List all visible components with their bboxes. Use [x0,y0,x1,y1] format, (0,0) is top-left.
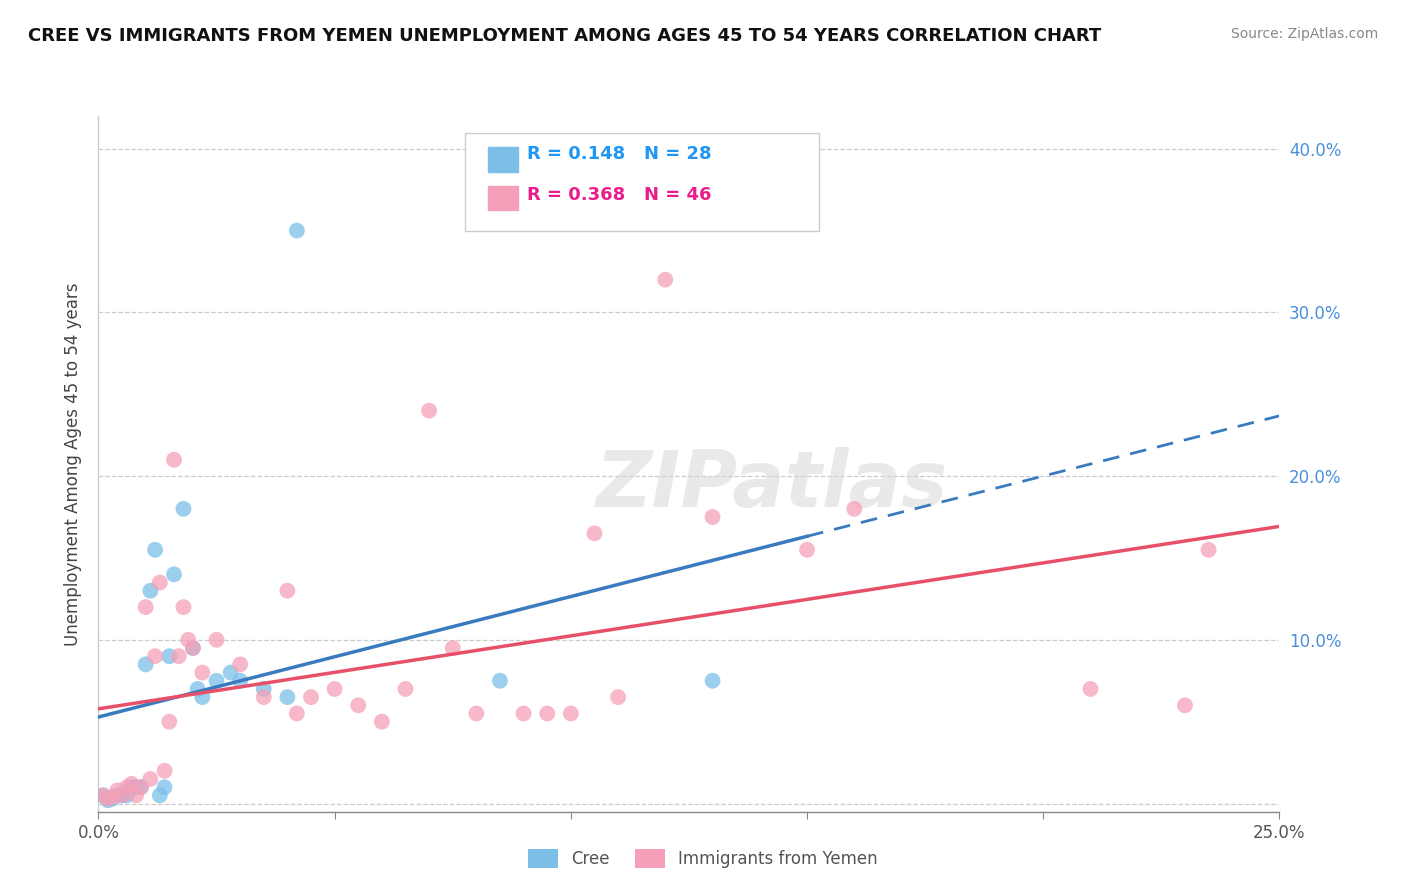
Point [143,542,166,557]
Point [229,657,252,672]
Text: R = 0.368   N = 46: R = 0.368 N = 46 [527,186,711,203]
Point [323,681,346,696]
Point [105,783,128,797]
Point [121,777,143,791]
Point [347,698,370,713]
Point [135,657,157,672]
Point [253,690,276,705]
Point [172,501,194,516]
Point [654,273,676,287]
Point [172,600,194,615]
Point [441,640,464,655]
Point [97,791,120,805]
Point [163,452,186,467]
Text: CREE VS IMMIGRANTS FROM YEMEN UNEMPLOYMENT AMONG AGES 45 TO 54 YEARS CORRELATION: CREE VS IMMIGRANTS FROM YEMEN UNEMPLOYME… [28,27,1101,45]
Point [844,501,866,516]
Point [139,772,162,786]
Point [512,706,534,721]
Point [149,789,172,803]
Point [205,632,228,647]
Point [177,632,200,647]
Point [285,706,308,721]
Point [91,789,114,803]
Point [191,690,214,705]
Point [139,583,162,598]
Point [135,600,157,615]
Point [125,780,148,794]
Point [796,542,818,557]
Point [101,789,124,804]
Text: R = 0.148   N = 28: R = 0.148 N = 28 [527,145,711,163]
Point [91,789,114,803]
Point [121,780,143,794]
Point [285,223,308,237]
Y-axis label: Unemployment Among Ages 45 to 54 years: Unemployment Among Ages 45 to 54 years [63,282,82,646]
Bar [488,147,517,171]
Point [371,714,394,729]
Point [205,673,228,688]
Point [1198,542,1220,557]
Point [229,673,252,688]
Point [111,789,134,803]
Point [153,764,176,778]
Legend: Cree, Immigrants from Yemen: Cree, Immigrants from Yemen [522,842,884,875]
Point [219,665,242,680]
Point [489,673,512,688]
Point [105,789,128,803]
Point [163,567,186,582]
Point [418,403,440,417]
Point [115,789,138,803]
Point [181,640,204,655]
Point [702,673,724,688]
Point [129,780,152,794]
Point [536,706,558,721]
Point [465,706,488,721]
FancyBboxPatch shape [464,134,818,231]
Point [560,706,582,721]
Point [583,526,606,541]
Text: ZIPatlas: ZIPatlas [596,447,948,523]
Point [167,649,190,664]
Text: Source: ZipAtlas.com: Source: ZipAtlas.com [1230,27,1378,41]
Point [125,789,148,803]
Point [115,780,138,794]
Point [101,791,124,805]
Point [276,583,298,598]
Point [253,681,276,696]
Point [187,681,209,696]
Point [97,793,120,807]
Point [157,649,180,664]
Bar [488,186,517,210]
Point [143,649,166,664]
Point [157,714,180,729]
Point [607,690,630,705]
Point [1080,681,1102,696]
Point [149,575,172,590]
Point [394,681,416,696]
Point [276,690,298,705]
Point [111,789,134,803]
Point [181,640,204,655]
Point [129,780,152,794]
Point [191,665,214,680]
Point [1174,698,1197,713]
Point [299,690,322,705]
Point [153,780,176,794]
Point [702,510,724,524]
